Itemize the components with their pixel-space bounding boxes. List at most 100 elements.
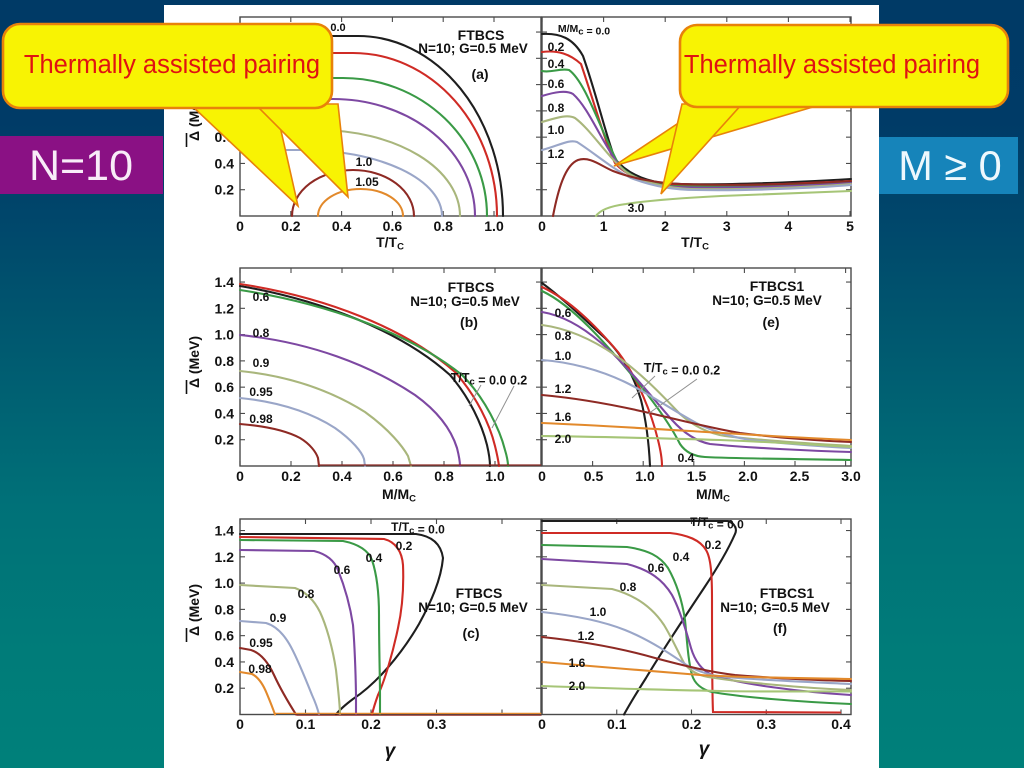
svg-text:1.0: 1.0: [215, 575, 235, 591]
svg-text:0.2: 0.2: [705, 538, 722, 552]
svg-text:0.5: 0.5: [584, 468, 604, 484]
svg-text:0.6: 0.6: [215, 628, 235, 644]
svg-text:1.0: 1.0: [548, 123, 565, 137]
svg-text:FTBCS1: FTBCS1: [760, 585, 815, 601]
svg-text:0.8: 0.8: [620, 580, 637, 594]
svg-text:0.6: 0.6: [555, 306, 572, 320]
svg-text:0.2: 0.2: [215, 432, 235, 448]
svg-text:0.9: 0.9: [270, 611, 287, 625]
svg-text:1.4: 1.4: [215, 523, 235, 539]
svg-text:4: 4: [785, 218, 793, 234]
svg-text:1.6: 1.6: [569, 656, 586, 670]
svg-text:FTBCS: FTBCS: [458, 27, 505, 43]
svg-text:0.2: 0.2: [281, 468, 301, 484]
svg-text:N=10; G=0.5 MeV: N=10; G=0.5 MeV: [418, 600, 528, 615]
svg-text:0: 0: [538, 468, 546, 484]
svg-text:0.98: 0.98: [249, 412, 273, 426]
svg-text:1.5: 1.5: [687, 468, 707, 484]
svg-text:Thermally assisted pairing: Thermally assisted pairing: [24, 51, 320, 79]
svg-text:0.2: 0.2: [361, 716, 381, 732]
svg-text:0.8: 0.8: [555, 329, 572, 343]
svg-text:2: 2: [661, 218, 669, 234]
svg-text:0.6: 0.6: [253, 290, 270, 304]
svg-text:1: 1: [600, 218, 608, 234]
svg-text:0.6: 0.6: [383, 218, 403, 234]
svg-text:N=10; G=0.5 MeV: N=10; G=0.5 MeV: [720, 600, 830, 615]
svg-text:N=10: N=10: [29, 142, 133, 190]
svg-text:FTBCS1: FTBCS1: [750, 278, 805, 294]
svg-text:0.98: 0.98: [248, 662, 272, 676]
svg-text:0.1: 0.1: [607, 716, 627, 732]
svg-text:1.0: 1.0: [485, 468, 505, 484]
svg-text:Thermally assisted pairing: Thermally assisted pairing: [684, 51, 980, 79]
svg-text:0: 0: [538, 716, 546, 732]
svg-text:0.3: 0.3: [757, 716, 777, 732]
svg-text:1.05: 1.05: [355, 175, 379, 189]
svg-text:0.2: 0.2: [548, 40, 565, 54]
svg-text:1.0: 1.0: [484, 218, 504, 234]
svg-text:0.6: 0.6: [215, 379, 235, 395]
svg-text:FTBCS: FTBCS: [456, 585, 503, 601]
svg-text:0.4: 0.4: [366, 551, 383, 565]
svg-text:M ≥ 0: M ≥ 0: [898, 142, 1002, 189]
svg-text:0.4: 0.4: [215, 405, 235, 421]
svg-text:3.0: 3.0: [628, 201, 645, 215]
svg-text:0.6: 0.6: [648, 561, 665, 575]
svg-text:0.1: 0.1: [296, 716, 316, 732]
svg-text:γ: γ: [385, 741, 397, 762]
svg-text:1.2: 1.2: [555, 382, 572, 396]
svg-text:M/MC: M/MC: [696, 486, 730, 505]
svg-text:(a): (a): [471, 66, 488, 82]
svg-text:1.0: 1.0: [635, 468, 655, 484]
svg-text:0.8: 0.8: [434, 468, 454, 484]
svg-text:Δ (MeV): Δ (MeV): [186, 336, 202, 388]
svg-text:1.6: 1.6: [555, 410, 572, 424]
svg-text:2.5: 2.5: [790, 468, 810, 484]
svg-text:0.2: 0.2: [215, 182, 235, 198]
svg-text:T/Tc = 0.0: T/Tc = 0.0: [690, 515, 744, 532]
svg-text:1.2: 1.2: [548, 147, 565, 161]
svg-text:3.0: 3.0: [841, 468, 861, 484]
svg-text:N=10; G=0.5 MeV: N=10; G=0.5 MeV: [712, 293, 822, 308]
svg-text:0.8: 0.8: [215, 601, 235, 617]
svg-text:0.2: 0.2: [281, 218, 301, 234]
svg-text:0.4: 0.4: [678, 451, 695, 465]
svg-text:0.2: 0.2: [396, 539, 413, 553]
svg-text:M/MC: M/MC: [382, 486, 416, 505]
svg-text:(e): (e): [762, 314, 779, 330]
svg-text:0.4: 0.4: [215, 654, 235, 670]
svg-text:1.0: 1.0: [590, 605, 607, 619]
svg-text:N=10; G=0.5 MeV: N=10; G=0.5 MeV: [410, 294, 520, 309]
svg-text:0.4: 0.4: [215, 155, 235, 171]
svg-text:0.8: 0.8: [253, 326, 270, 340]
svg-text:0.95: 0.95: [249, 385, 273, 399]
svg-text:(c): (c): [462, 625, 479, 641]
svg-text:0.8: 0.8: [298, 587, 315, 601]
svg-text:0.2: 0.2: [682, 716, 702, 732]
svg-text:0.0: 0.0: [330, 22, 345, 34]
svg-text:0.8: 0.8: [433, 218, 453, 234]
svg-text:0.4: 0.4: [673, 550, 690, 564]
svg-text:0.95: 0.95: [249, 636, 273, 650]
svg-text:0.2: 0.2: [215, 680, 235, 696]
svg-text:0.4: 0.4: [831, 716, 851, 732]
svg-text:N=10; G=0.5 MeV: N=10; G=0.5 MeV: [418, 41, 528, 56]
svg-text:Δ (MeV): Δ (MeV): [186, 584, 202, 636]
svg-text:2.0: 2.0: [738, 468, 758, 484]
svg-text:1.2: 1.2: [578, 629, 595, 643]
svg-text:0.8: 0.8: [215, 353, 235, 369]
svg-text:(b): (b): [460, 314, 478, 330]
svg-text:0: 0: [538, 218, 546, 234]
svg-text:0.3: 0.3: [427, 716, 447, 732]
svg-text:γ: γ: [699, 739, 711, 760]
svg-text:0.6: 0.6: [383, 468, 403, 484]
svg-text:(f): (f): [773, 620, 787, 636]
svg-text:0.4: 0.4: [332, 468, 352, 484]
svg-text:2.0: 2.0: [555, 432, 572, 446]
svg-text:0.4: 0.4: [332, 218, 352, 234]
svg-text:0.6: 0.6: [334, 563, 351, 577]
svg-text:1.4: 1.4: [215, 274, 235, 290]
svg-text:0.4: 0.4: [548, 57, 565, 71]
svg-text:0.6: 0.6: [548, 77, 565, 91]
svg-text:0: 0: [236, 468, 244, 484]
